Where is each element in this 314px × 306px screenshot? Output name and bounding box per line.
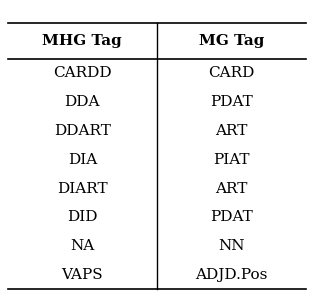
Text: PDAT: PDAT: [210, 95, 253, 109]
Text: PIAT: PIAT: [214, 153, 250, 167]
Text: MG Tag: MG Tag: [199, 34, 264, 48]
Text: DID: DID: [67, 211, 98, 224]
Text: DDART: DDART: [54, 124, 111, 138]
Text: PDAT: PDAT: [210, 211, 253, 224]
Text: CARD: CARD: [208, 66, 255, 80]
Text: ADJD.Pos: ADJD.Pos: [196, 268, 268, 282]
Text: DIART: DIART: [57, 182, 108, 196]
Text: ART: ART: [215, 124, 248, 138]
Text: VAPS: VAPS: [62, 268, 103, 282]
Text: CARDD: CARDD: [53, 66, 111, 80]
Text: NN: NN: [219, 239, 245, 253]
Text: DIA: DIA: [68, 153, 97, 167]
Text: ART: ART: [215, 182, 248, 196]
Text: NA: NA: [70, 239, 95, 253]
Text: MHG Tag: MHG Tag: [42, 34, 122, 48]
Text: DDA: DDA: [65, 95, 100, 109]
